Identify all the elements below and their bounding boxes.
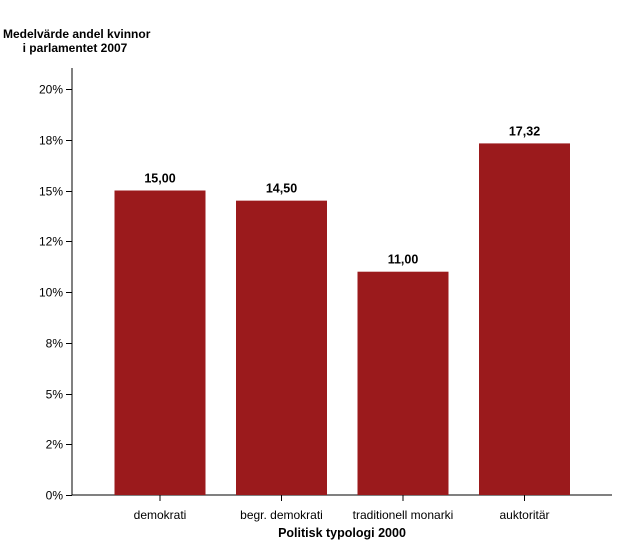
y-tick-label: 8%	[46, 337, 64, 351]
bar	[236, 200, 327, 495]
bar	[357, 271, 449, 495]
y-tick-label: 10%	[39, 286, 63, 300]
data-label: 11,00	[388, 253, 419, 267]
y-tick-label: 5%	[46, 388, 64, 402]
y-tick-label: 15%	[39, 185, 63, 199]
y-tick-label: 2%	[46, 438, 64, 452]
axes: 0% 2% 5% 8% 10% 12% 15% 18% 20% demokrati begr. de…	[39, 68, 612, 522]
data-label: 14,50	[266, 182, 297, 196]
y-tick-label: 0%	[46, 489, 64, 503]
y-tick-label: 18%	[39, 134, 63, 148]
x-axis-title: Politisk typologi 2000	[278, 526, 406, 540]
y-tick-label: 12%	[39, 235, 63, 249]
y-tick-label: 20%	[39, 83, 63, 97]
y-axis-title-line-2: i parlamentet 2007	[23, 41, 128, 55]
bar	[479, 143, 570, 496]
category-label: traditionell monarki	[353, 508, 454, 522]
y-axis-title-line-1: Medelvärde andel kvinnor	[3, 27, 151, 41]
category-label: demokrati	[134, 508, 187, 522]
bar	[114, 190, 206, 495]
data-label: 17,32	[509, 124, 540, 138]
bars: 15,00 14,50 11,00 17,32	[114, 124, 570, 496]
data-label: 15,00	[144, 172, 175, 186]
category-label: begr. demokrati	[240, 508, 323, 522]
category-label: auktoritär	[499, 508, 549, 522]
